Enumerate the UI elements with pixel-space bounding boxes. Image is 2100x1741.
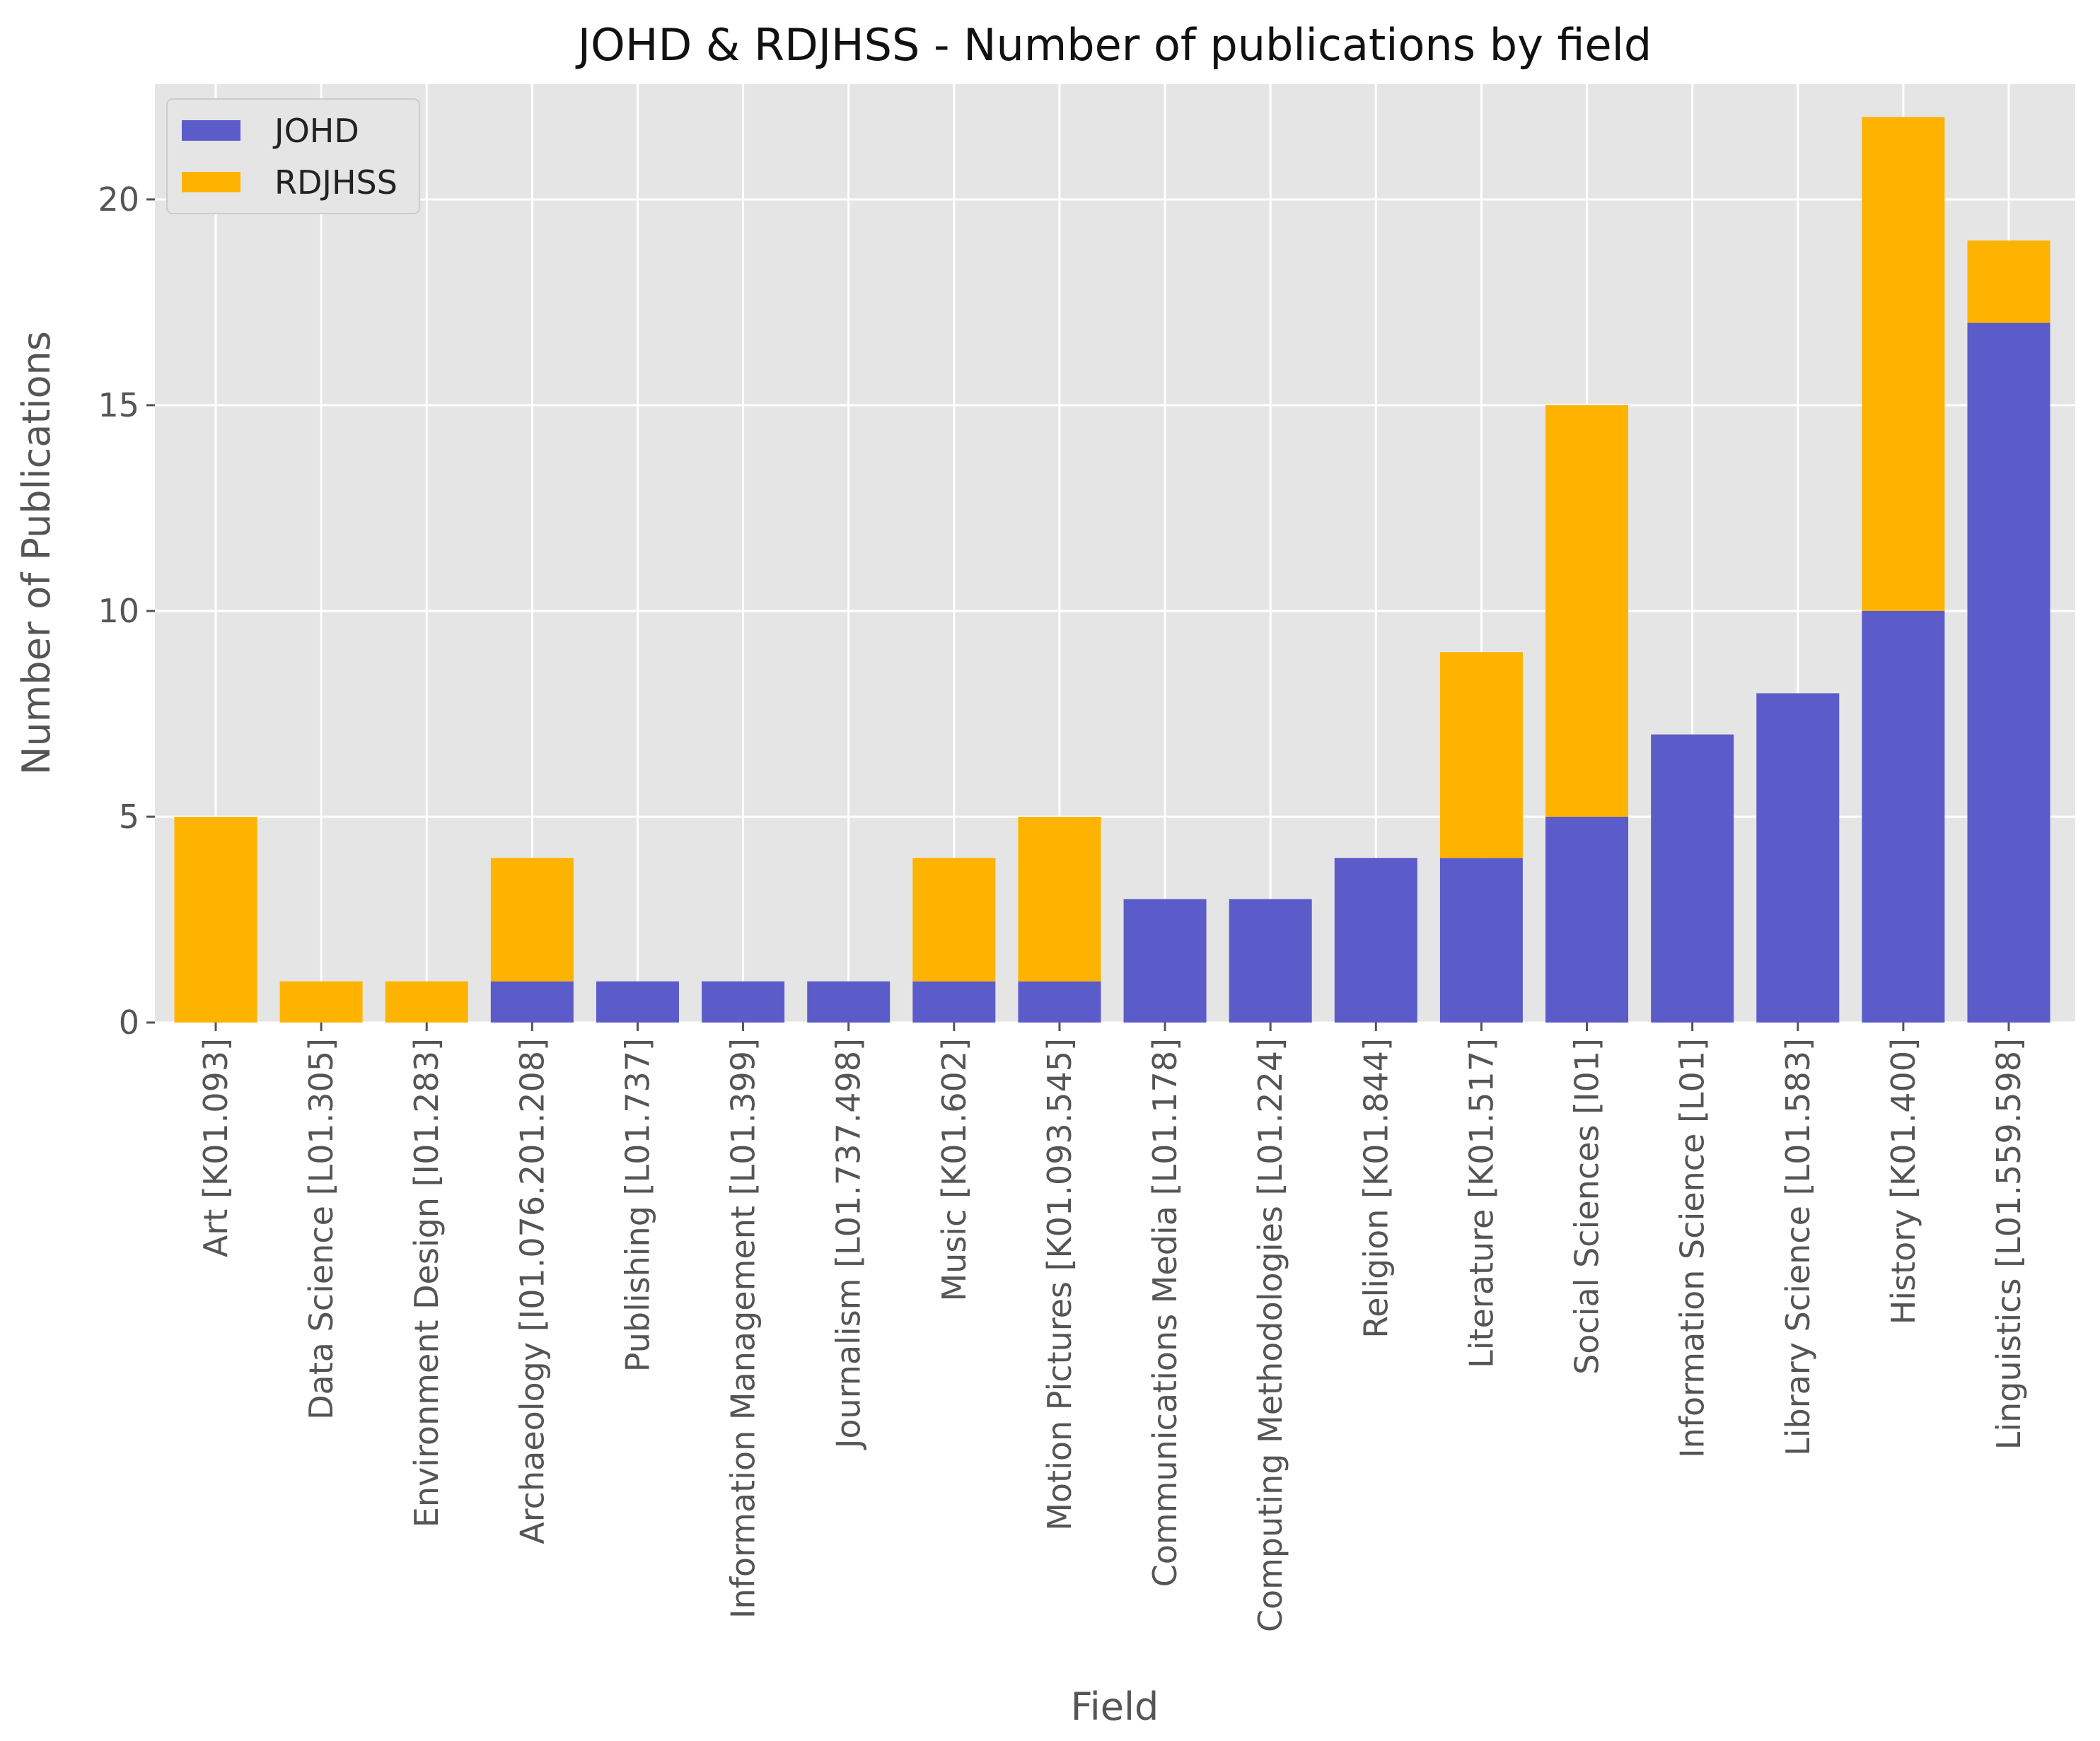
bar-rdjhss-17	[1967, 240, 2050, 323]
bar-rdjhss-16	[1862, 117, 1945, 611]
x-tick-label: Library Science [L01.583]	[1779, 1038, 1817, 1456]
x-ticks: Art [K01.093] Data Science [L01.305] Envir…	[197, 1023, 2028, 1632]
legend-swatch-rdjhss	[182, 172, 240, 192]
x-tick-label: Computing Methodologies [L01.224]	[1251, 1038, 1289, 1632]
x-tick-label: Social Sciences [I01]	[1568, 1038, 1606, 1375]
x-tick-label: Information Management [L01.399]	[724, 1038, 762, 1619]
bar-johd-9	[1123, 899, 1207, 1023]
x-tick-label: Motion Pictures [K01.093.545]	[1040, 1038, 1079, 1531]
bar-johd-14	[1651, 734, 1734, 1023]
bar-johd-11	[1334, 858, 1417, 1023]
x-tick-label: Publishing [L01.737]	[618, 1038, 656, 1372]
x-tick-label: Communications Media [L01.178]	[1146, 1038, 1184, 1587]
bar-rdjhss-1	[279, 981, 363, 1023]
legend-swatch-johd	[182, 120, 240, 141]
x-tick-label: Environment Design [I01.283]	[407, 1038, 446, 1527]
bar-rdjhss-12	[1439, 652, 1523, 858]
x-tick-label: Information Science [L01]	[1673, 1038, 1712, 1458]
bar-johd-4	[596, 981, 679, 1023]
x-tick-label: Archaeology [I01.076.201.208]	[513, 1038, 551, 1544]
legend: JOHD RDJHSS	[166, 98, 420, 214]
legend-label-rdjhss: RDJHSS	[274, 163, 398, 202]
bar-rdjhss-3	[490, 858, 574, 982]
x-tick-label: Data Science [L01.305]	[302, 1038, 340, 1420]
bar-johd-8	[1018, 981, 1101, 1023]
x-tick-label: Linguistics [L01.559.598]	[1990, 1038, 2028, 1450]
y-tick-label: 10	[98, 592, 139, 630]
y-tick-label: 15	[98, 386, 139, 424]
bar-johd-7	[912, 981, 996, 1023]
x-tick-label: Literature [K01.517]	[1462, 1038, 1500, 1368]
bars	[174, 117, 2050, 1023]
x-tick-label: Music [K01.602]	[935, 1038, 973, 1302]
bar-johd-16	[1862, 610, 1945, 1023]
plot-background	[155, 84, 2075, 1023]
y-axis-label: Number of Publications	[14, 331, 59, 775]
bar-johd-12	[1439, 858, 1523, 1023]
bar-rdjhss-2	[385, 981, 468, 1023]
bar-johd-13	[1545, 816, 1629, 1023]
bar-johd-17	[1967, 322, 2050, 1023]
x-axis-label: Field	[1071, 1684, 1159, 1729]
y-tick-label: 20	[98, 180, 139, 219]
chart-title: JOHD & RDJHSS - Number of publications b…	[575, 19, 1652, 71]
bar-johd-3	[490, 981, 574, 1023]
bar-johd-15	[1756, 693, 1840, 1023]
bar-rdjhss-8	[1018, 816, 1101, 982]
legend-label-johd: JOHD	[272, 112, 359, 150]
bar-johd-10	[1229, 899, 1312, 1023]
y-ticks: 0 5 10 15 20	[98, 180, 155, 1042]
bar-johd-5	[702, 981, 785, 1023]
y-tick-label: 0	[119, 1003, 139, 1042]
x-tick-label: History [K01.400]	[1884, 1038, 1922, 1324]
x-tick-label: Journalism [L01.737.498]	[830, 1038, 868, 1450]
bar-rdjhss-13	[1545, 404, 1629, 817]
bar-rdjhss-7	[912, 858, 996, 982]
y-tick-label: 5	[119, 798, 139, 836]
x-tick-label: Religion [K01.844]	[1357, 1038, 1395, 1339]
x-tick-label: Art [K01.093]	[197, 1038, 235, 1257]
bar-johd-6	[807, 981, 891, 1023]
bar-rdjhss-0	[174, 816, 257, 1023]
